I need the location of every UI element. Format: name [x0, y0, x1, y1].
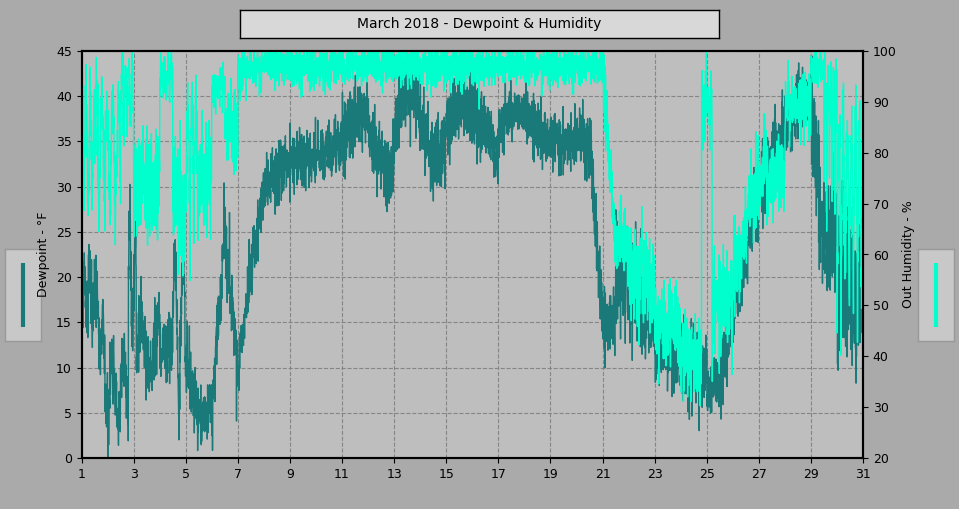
- Text: March 2018 - Dewpoint & Humidity: March 2018 - Dewpoint & Humidity: [358, 17, 601, 31]
- Y-axis label: Dewpoint - °F: Dewpoint - °F: [37, 212, 51, 297]
- Y-axis label: Out Humidity - %: Out Humidity - %: [902, 201, 915, 308]
